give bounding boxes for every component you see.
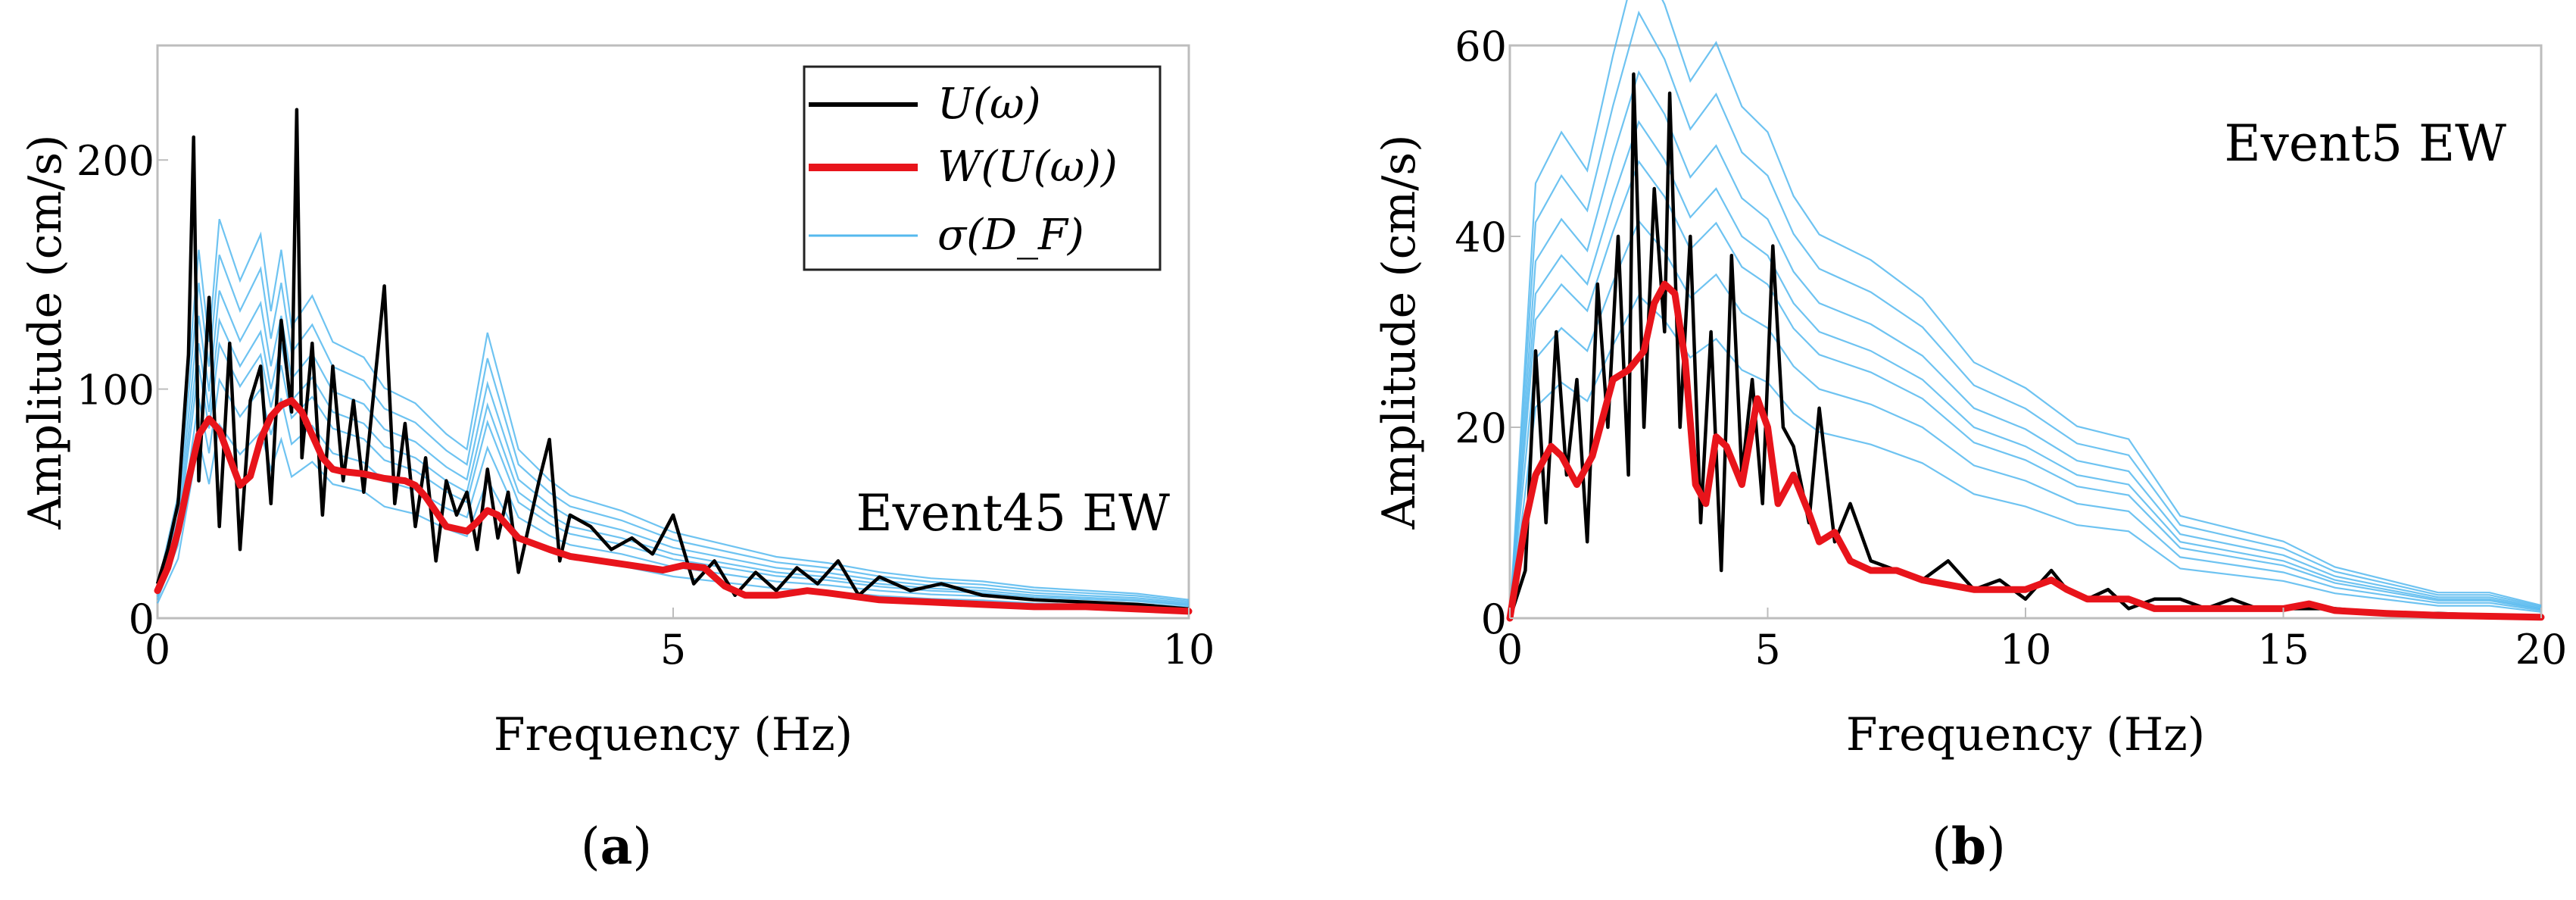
y-tick-label: 0 xyxy=(129,595,154,643)
sigma-df-trace-5 xyxy=(156,290,1190,605)
w-u-omega-line xyxy=(1506,280,2545,622)
sigma-df-trace-7 xyxy=(1508,0,2542,619)
y-axis-label-b: Amplitude (cm/s) xyxy=(1373,134,1426,530)
y-tick-label: 0 xyxy=(1481,595,1507,643)
legend-label-u-omega: U(ω) xyxy=(937,80,1041,129)
y-tick-label: 40 xyxy=(1455,214,1507,261)
legend-a: U(ω) W(U(ω)) σ(D_F) xyxy=(803,65,1162,271)
chart-panel-b: 0 5 10 15 20 0 20 40 60 Event5 EW Frequency (Hz)… xyxy=(1373,0,2567,876)
y-axis-label-a: Amplitude (cm/s) xyxy=(19,134,72,530)
y-tick-label: 200 xyxy=(76,137,154,185)
x-tick-label: 20 xyxy=(2515,626,2568,673)
legend-label-w-u-omega: W(U(ω)) xyxy=(937,142,1118,192)
sigma-df-trace-4 xyxy=(1508,120,2542,619)
series-lines-a xyxy=(154,108,1193,615)
sigma-df-trace-7 xyxy=(156,218,1190,601)
y-tick-label: 100 xyxy=(76,367,154,414)
series-lines-b xyxy=(1506,72,2545,622)
sigma-df-trace-6 xyxy=(1508,10,2542,619)
tick-labels-b: 0 5 10 15 20 0 20 40 60 xyxy=(1455,23,2567,673)
sigma-df-trace-5 xyxy=(1508,70,2542,619)
w-u-omega-line xyxy=(154,397,1193,615)
x-tick-label: 5 xyxy=(660,626,686,673)
x-axis-label-b: Frequency (Hz) xyxy=(1846,708,2205,761)
x-tick-label: 15 xyxy=(2257,626,2309,673)
sigma-df-trace-6 xyxy=(156,255,1190,602)
x-axis-label-a: Frequency (Hz) xyxy=(494,708,853,761)
panel-label-a: (a) xyxy=(581,817,652,876)
x-tick-label: 0 xyxy=(145,626,170,673)
y-tick-label: 60 xyxy=(1455,23,1507,70)
event-annotation-a: Event45 EW xyxy=(856,484,1170,542)
y-tick-label: 20 xyxy=(1455,405,1507,452)
sigma-df-trace-2 xyxy=(156,377,1190,608)
sigma-df-trace-2 xyxy=(1508,219,2542,619)
u-omega-line xyxy=(155,108,1190,611)
legend-label-sigma-df: σ(D_F) xyxy=(937,211,1084,260)
x-tick-label: 10 xyxy=(2000,626,2052,673)
event-annotation-b: Event5 EW xyxy=(2224,114,2506,173)
x-tick-label: 5 xyxy=(1754,626,1780,673)
x-tick-label: 0 xyxy=(1497,626,1523,673)
sigma-df-trace-3 xyxy=(1508,159,2542,619)
panel-label-b: (b) xyxy=(1932,817,2006,876)
x-tick-label: 10 xyxy=(1163,626,1215,673)
